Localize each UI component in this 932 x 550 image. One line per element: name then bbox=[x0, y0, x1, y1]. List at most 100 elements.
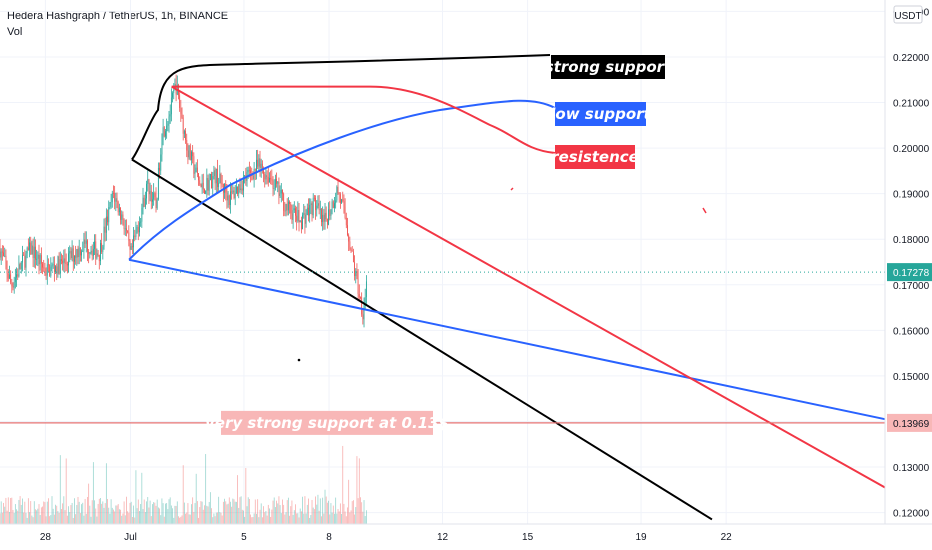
candle-body bbox=[71, 248, 73, 258]
volume-bar bbox=[11, 497, 13, 524]
last-price-tag[interactable] bbox=[887, 263, 932, 282]
candle-body bbox=[284, 210, 286, 212]
time-tick-label: Jul bbox=[124, 532, 137, 543]
annotation-label-resist[interactable]: resistence bbox=[551, 148, 639, 166]
volume-bars bbox=[0, 445, 367, 524]
annotation-label-low[interactable]: low support bbox=[550, 105, 651, 123]
candle-body bbox=[233, 190, 235, 199]
time-tick-label: 22 bbox=[721, 532, 733, 543]
currency-badge[interactable] bbox=[893, 5, 923, 24]
candle-body bbox=[141, 208, 143, 222]
candle-body bbox=[89, 252, 91, 254]
trend-line-black[interactable] bbox=[131, 158, 713, 521]
volume-bar bbox=[355, 507, 357, 524]
volume-bar bbox=[135, 470, 137, 524]
volume-bar bbox=[4, 506, 6, 524]
candle-body bbox=[309, 204, 311, 216]
candle-body bbox=[75, 255, 77, 258]
candle-body bbox=[155, 197, 157, 208]
candle-body bbox=[234, 193, 236, 199]
candle-body bbox=[117, 201, 119, 213]
price-tick-label: 0.16000 bbox=[893, 326, 930, 337]
annotation-box-resist[interactable] bbox=[555, 145, 635, 169]
volume-bar bbox=[51, 496, 53, 524]
candle-body bbox=[35, 246, 36, 260]
volume-bar bbox=[209, 492, 211, 524]
volume-bar bbox=[31, 515, 33, 524]
candle-body bbox=[179, 95, 181, 108]
volume-bar bbox=[187, 503, 189, 524]
candle-body bbox=[269, 177, 270, 183]
candle-body bbox=[183, 131, 185, 134]
volume-bar bbox=[219, 512, 221, 524]
trend-lines[interactable] bbox=[0, 85, 886, 521]
volume-bar bbox=[39, 515, 41, 524]
volume-bar bbox=[200, 501, 202, 524]
candle-body bbox=[305, 214, 307, 224]
candle-body bbox=[49, 264, 51, 276]
volume-bar bbox=[84, 498, 86, 524]
volume-bar bbox=[166, 503, 168, 524]
candle-body bbox=[36, 258, 38, 260]
volume-bar bbox=[38, 504, 40, 524]
volume-bar bbox=[61, 509, 62, 524]
candle-body bbox=[191, 151, 192, 161]
candle-body bbox=[92, 248, 94, 256]
candle-body bbox=[83, 239, 85, 251]
volume-bar bbox=[328, 500, 329, 524]
volume-bar bbox=[220, 512, 222, 524]
volume-bar bbox=[350, 510, 352, 524]
candle-body bbox=[143, 197, 145, 207]
volume-bar bbox=[260, 503, 262, 524]
candle-body bbox=[322, 214, 324, 223]
symbol-title[interactable]: Hedera Hashgraph / TetherUS, 1h, BINANCE bbox=[7, 10, 229, 22]
candle-body bbox=[285, 203, 287, 211]
volume-bar bbox=[188, 514, 190, 524]
candle-body bbox=[56, 266, 58, 274]
candle-body bbox=[29, 242, 30, 251]
candle-body bbox=[22, 254, 23, 263]
candle-body bbox=[265, 175, 267, 180]
candle-body bbox=[43, 267, 45, 269]
volume-bar bbox=[212, 517, 214, 524]
support-level-tag[interactable] bbox=[887, 413, 932, 432]
candle-body bbox=[142, 197, 144, 209]
volume-bar bbox=[185, 513, 186, 524]
candle-body bbox=[273, 188, 275, 189]
candle-body bbox=[208, 179, 210, 191]
annotation-box-very[interactable] bbox=[221, 410, 433, 435]
annotations[interactable]: strong support low support resistence very … bbox=[128, 54, 707, 435]
annotation-label-strong[interactable]: strong support bbox=[545, 58, 672, 76]
volume-bar bbox=[344, 511, 346, 524]
time-axis[interactable]: 28 Jul 5 8 12 15 19 22 bbox=[40, 532, 732, 543]
time-tick-label: 19 bbox=[635, 532, 647, 543]
volume-bar bbox=[330, 503, 332, 524]
annotation-box-strong[interactable] bbox=[551, 55, 665, 79]
volume-bar bbox=[243, 510, 244, 524]
candle-body bbox=[298, 209, 300, 223]
trend-line-blue[interactable] bbox=[128, 258, 886, 421]
candle-body bbox=[237, 186, 238, 194]
candle-body bbox=[209, 173, 211, 180]
volume-bar bbox=[167, 509, 169, 524]
candle-body bbox=[243, 178, 244, 191]
volume-bar bbox=[134, 517, 136, 524]
volume-bar bbox=[72, 517, 74, 524]
trend-line-red[interactable] bbox=[171, 85, 886, 489]
volume-bar bbox=[169, 497, 171, 524]
candle-body bbox=[1, 251, 3, 253]
candle-body bbox=[168, 116, 170, 124]
volume-indicator-label[interactable]: Vol bbox=[7, 26, 23, 38]
candle-body bbox=[313, 197, 315, 199]
volume-bar bbox=[341, 513, 342, 524]
candle-body bbox=[65, 262, 67, 264]
candle-body bbox=[232, 190, 234, 193]
resistence-connector bbox=[171, 85, 556, 154]
volume-bar bbox=[114, 511, 116, 524]
annotation-box-low[interactable] bbox=[555, 102, 646, 126]
volume-bar bbox=[179, 517, 181, 524]
volume-bar bbox=[292, 514, 294, 524]
annotation-label-very[interactable]: very strong support at 0.13$ bbox=[205, 414, 449, 432]
volume-bar bbox=[24, 501, 26, 524]
